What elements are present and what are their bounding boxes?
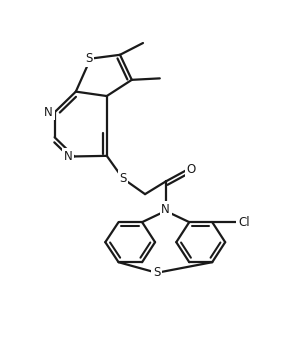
Text: S: S	[85, 52, 93, 65]
Text: Cl: Cl	[238, 216, 250, 229]
Text: N: N	[161, 203, 170, 216]
Text: O: O	[186, 163, 196, 176]
Text: N: N	[44, 106, 53, 119]
Text: S: S	[153, 266, 160, 279]
Text: S: S	[119, 172, 127, 185]
Text: N: N	[64, 150, 73, 163]
